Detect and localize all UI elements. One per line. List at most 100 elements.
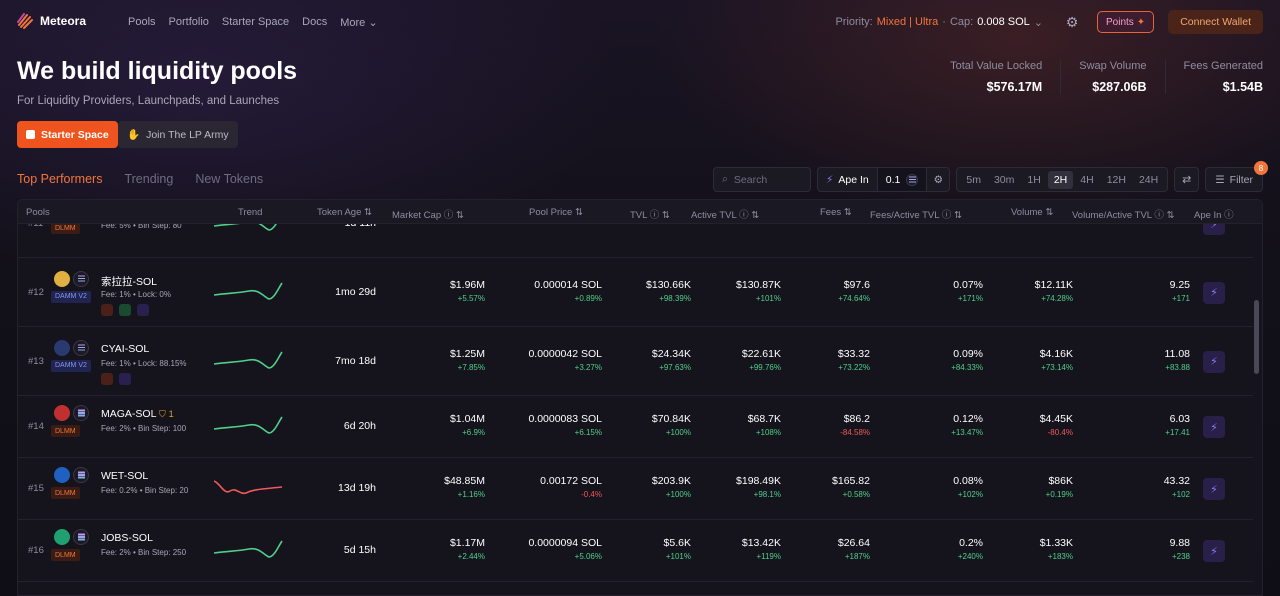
header-pools[interactable]: Pools — [26, 207, 50, 218]
cell-value: $1.04M — [449, 413, 485, 425]
cell-fatvl: 0.2% +240% — [958, 537, 983, 561]
tab-new-tokens[interactable]: New Tokens — [195, 172, 264, 186]
sparkle-icon: ✦ — [1136, 16, 1146, 28]
ape-amount-input[interactable]: 0.1 — [877, 168, 928, 191]
header-label: Token Age — [317, 207, 362, 218]
info-icon: ⓘ — [1224, 210, 1234, 221]
info-icon: ⓘ — [649, 210, 660, 221]
pool-type-badge: DLMM — [51, 425, 80, 437]
ape-in-button[interactable]: ⚡ — [1203, 281, 1225, 304]
cell-change: +240% — [957, 552, 983, 561]
logo[interactable]: Meteora — [17, 13, 86, 29]
pool-fee-meta: Fee: 5% • Bin Step: 80 — [101, 221, 182, 230]
header-volume-active-tvl[interactable]: Volume/Active TVL ⓘ ⇅ — [1072, 207, 1175, 221]
filter-icon: ☰ — [1215, 173, 1225, 186]
nav-links: Pools Portfolio Starter Space Docs More … — [128, 16, 378, 29]
timeframe-12h[interactable]: 12H — [1106, 173, 1126, 186]
gear-icon[interactable]: ⚙ — [933, 173, 944, 186]
connect-wallet-button[interactable]: Connect Wallet — [1168, 10, 1263, 34]
cell-value: $86K — [1048, 475, 1073, 487]
timeframe-30m[interactable]: 30m — [993, 173, 1015, 186]
points-button[interactable]: Points ✦ — [1097, 11, 1155, 33]
sol-icon — [73, 270, 89, 287]
table-row[interactable]: #15 DLMM WET-SOL Fee: 0.2% • Bin Step: 20 13… — [18, 458, 1253, 520]
cell-value: $68.7K — [747, 413, 781, 425]
timeframe-5m[interactable]: 5m — [966, 173, 981, 186]
header-market-cap[interactable]: Market Cap ⓘ ⇅ — [392, 207, 464, 221]
nav-docs[interactable]: Docs — [302, 16, 328, 28]
cell-change: +0.58% — [842, 490, 870, 499]
table-row[interactable]: #14 DLMM MAGA-SOL ⛉ 1 Fee: 2% • Bin Step: 1… — [18, 396, 1253, 458]
header-label: Fees/Active TVL — [870, 210, 940, 221]
cell-change: +102% — [957, 490, 983, 499]
filter-button[interactable]: ☰ Filter 8 — [1205, 161, 1268, 192]
table-row[interactable]: #12 DAMM V2 索拉拉-SOL Fee: 1% • Lock: 0% 1mo 2… — [18, 258, 1253, 327]
cell-value: $26.64 — [837, 537, 870, 549]
tab-trending[interactable]: Trending — [124, 172, 174, 186]
pool-pair-name[interactable]: JOBS-SOL — [101, 532, 153, 544]
nav-portfolio[interactable]: Portfolio — [168, 16, 209, 28]
timeframe-selector: 5m 30m 1H 2H 4H 12H 24H — [956, 167, 1169, 192]
timeframe-4h[interactable]: 4H — [1080, 173, 1094, 186]
header-fees-active-tvl[interactable]: Fees/Active TVL ⓘ ⇅ — [870, 207, 962, 221]
table-row[interactable]: #16 DLMM JOBS-SOL Fee: 2% • Bin Step: 250 5d… — [18, 520, 1253, 582]
chart-up-icon — [101, 303, 113, 316]
stat-label: Fees Generated — [1183, 60, 1264, 72]
cell-fatvl: 0.08% +102% — [953, 475, 983, 499]
ape-amount-value: 0.1 — [885, 173, 901, 186]
header-pool-price[interactable]: Pool Price ⇅ — [529, 207, 583, 218]
header-volume[interactable]: Volume ⇅ — [1011, 207, 1053, 218]
timeframe-24h[interactable]: 24H — [1138, 173, 1159, 186]
pool-pair-name[interactable]: 索拉拉-SOL — [101, 274, 157, 289]
header-tvl[interactable]: TVL ⓘ ⇅ — [630, 207, 670, 221]
tab-top-performers[interactable]: Top Performers — [17, 172, 103, 186]
cell-price: 0.0000042 SOL +3.27% — [528, 348, 602, 372]
timeframe-2h[interactable]: 2H — [1047, 170, 1074, 189]
timeframe-1h[interactable]: 1H — [1027, 173, 1041, 186]
join-lp-army-button[interactable]: ✋ Join The LP Army — [118, 121, 238, 148]
header-label: TVL — [630, 210, 648, 221]
header-ape-in: Ape In ⓘ — [1194, 207, 1234, 221]
header-token-age[interactable]: Token Age ⇅ — [317, 207, 372, 218]
lock-icon — [119, 303, 131, 316]
ape-in-toggle[interactable]: ⚡ Ape In — [818, 168, 878, 191]
lightning-icon: ⚡ — [1210, 545, 1218, 558]
header-fees[interactable]: Fees ⇅ — [820, 207, 852, 218]
ape-in-button[interactable]: ⚡ — [1203, 540, 1225, 562]
cell-change: +73.14% — [1041, 362, 1073, 372]
trend-sparkline — [214, 282, 283, 300]
nav-starter-space[interactable]: Starter Space — [221, 16, 290, 28]
bars-icon — [119, 372, 131, 385]
cell-value: $33.32 — [837, 347, 870, 360]
nav-pools[interactable]: Pools — [128, 16, 156, 28]
pool-pair-label: 索拉拉-SOL — [101, 275, 158, 288]
header-label: Volume/Active TVL — [1072, 210, 1152, 221]
nav-more[interactable]: More ⌄ — [340, 16, 377, 29]
sort-icon: ⇅ — [751, 210, 760, 221]
pool-pair-name[interactable]: MAGA-SOL ⛉ 1 — [101, 408, 174, 420]
ape-in-button[interactable]: ⚡ — [1203, 478, 1225, 500]
cell-change: +1.16% — [457, 490, 485, 499]
starter-space-button[interactable]: Starter Space — [17, 121, 118, 148]
gear-icon[interactable]: ⚙ — [1065, 13, 1079, 30]
ape-in-button[interactable]: ⚡ — [1203, 350, 1225, 373]
pool-pair-name[interactable]: WET-SOL — [101, 470, 148, 482]
pool-pair-name[interactable]: CYAI-SOL — [101, 343, 149, 355]
search-input[interactable]: ⌕ Search — [713, 167, 812, 192]
trend-sparkline — [214, 213, 283, 231]
header-label: Active TVL — [691, 210, 737, 221]
header-active-tvl[interactable]: Active TVL ⓘ ⇅ — [691, 207, 759, 221]
sort-icon: ⇅ — [455, 210, 464, 221]
header-label: Fees — [820, 207, 842, 218]
nav-right: Priority: Mixed | Ultra · Cap: 0.008 SOL… — [835, 10, 1263, 34]
cell-change: +73.22% — [838, 362, 870, 372]
table-scrollbar[interactable] — [1254, 300, 1259, 374]
table-row[interactable]: #13 DAMM V2 CYAI-SOL Fee: 1% • Lock: 88.15%… — [18, 327, 1253, 396]
priority-selector[interactable]: Priority: Mixed | Ultra · Cap: 0.008 SOL… — [835, 16, 1043, 29]
cell-fatvl: 0.07% +171% — [953, 279, 983, 303]
ape-in-button[interactable]: ⚡ — [1203, 416, 1225, 438]
token-age: 7mo 18d — [335, 354, 376, 367]
cell-value: 9.88 — [1169, 537, 1190, 549]
swap-arrows-icon[interactable]: ⇄ — [1174, 167, 1200, 192]
cell-value: $86.2 — [843, 413, 870, 425]
